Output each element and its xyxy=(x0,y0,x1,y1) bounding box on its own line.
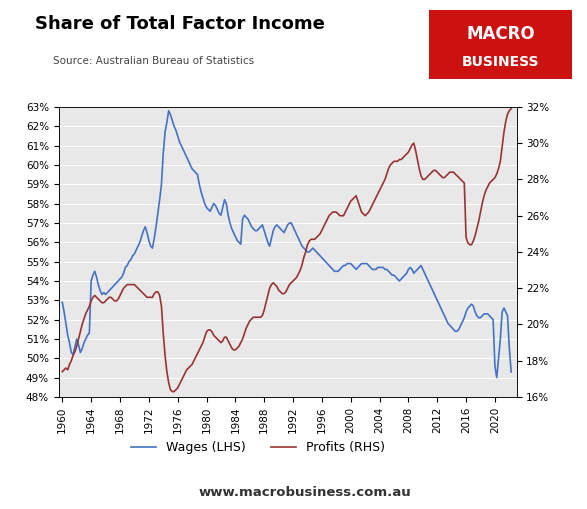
Wages (LHS) xyxy=(320,257,327,263)
Profits (RHS) xyxy=(491,175,498,181)
Profits (RHS) xyxy=(133,284,140,290)
Line: Wages (LHS): Wages (LHS) xyxy=(62,111,511,378)
Profits (RHS) xyxy=(508,106,515,112)
Text: Source: Australian Bureau of Statistics: Source: Australian Bureau of Statistics xyxy=(53,56,254,66)
Text: Share of Total Factor Income: Share of Total Factor Income xyxy=(35,15,325,33)
Wages (LHS) xyxy=(493,375,500,381)
Wages (LHS) xyxy=(133,247,140,253)
Wages (LHS) xyxy=(370,266,377,272)
Wages (LHS) xyxy=(491,363,498,369)
Profits (RHS) xyxy=(59,369,66,375)
Line: Profits (RHS): Profits (RHS) xyxy=(62,109,511,391)
Text: BUSINESS: BUSINESS xyxy=(461,54,539,69)
Text: MACRO: MACRO xyxy=(466,25,535,43)
Profits (RHS) xyxy=(370,198,377,204)
Wages (LHS) xyxy=(59,299,66,305)
Wages (LHS) xyxy=(241,212,248,218)
Wages (LHS) xyxy=(508,369,515,375)
Wages (LHS) xyxy=(247,220,254,226)
Profits (RHS) xyxy=(247,318,254,324)
Legend: Wages (LHS), Profits (RHS): Wages (LHS), Profits (RHS) xyxy=(131,441,385,455)
Text: www.macrobusiness.com.au: www.macrobusiness.com.au xyxy=(199,486,411,499)
Wages (LHS) xyxy=(165,108,172,114)
Profits (RHS) xyxy=(168,388,176,394)
Profits (RHS) xyxy=(320,223,327,230)
Profits (RHS) xyxy=(241,330,248,336)
